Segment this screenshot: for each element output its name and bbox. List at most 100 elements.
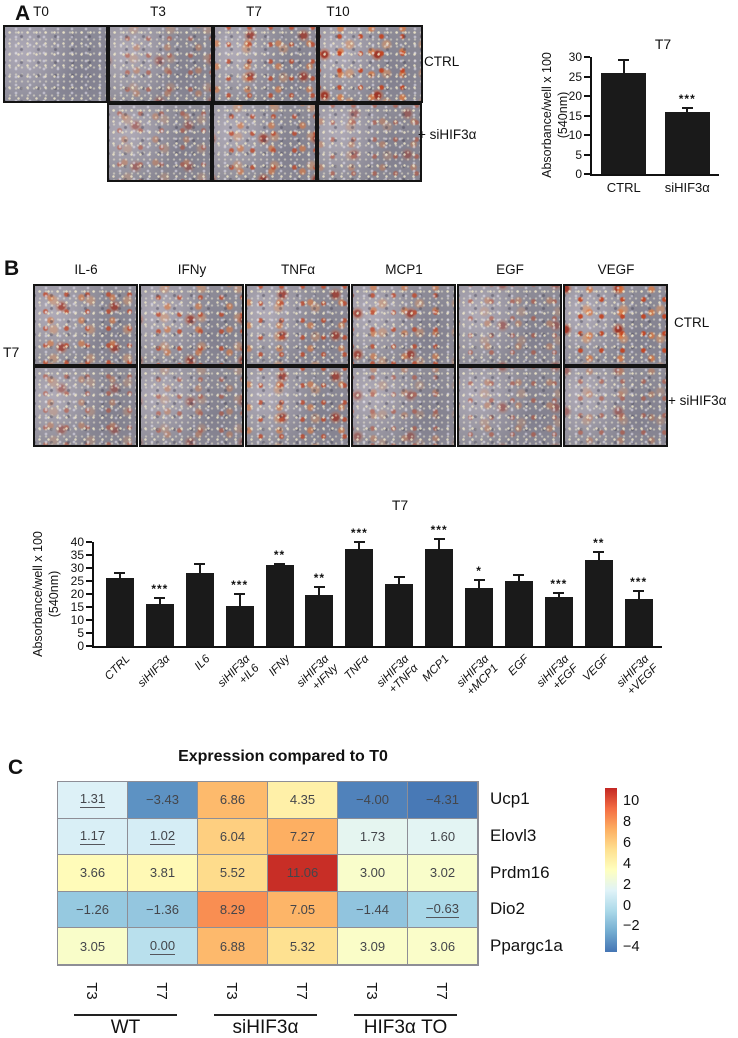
panel-b-label: B — [4, 257, 20, 280]
y-tick-mark — [584, 114, 590, 117]
treatment-label-vegf: VEGF — [597, 262, 635, 277]
treatment-label-egf: EGF — [496, 262, 524, 277]
y-tick-mark — [584, 153, 590, 156]
y-tick-mark — [86, 632, 92, 634]
micrograph — [139, 366, 244, 447]
heatmap-cell: 7.27 — [268, 818, 338, 856]
heatmap-cell: 1.31 — [58, 782, 128, 819]
treatment-label-il6: IL-6 — [74, 262, 98, 277]
micrograph — [3, 25, 108, 103]
colorbar-tick-label: −2 — [623, 918, 640, 935]
chart-bar — [385, 583, 414, 646]
heatmap-cell: 11.06 — [268, 855, 338, 892]
error-bar — [398, 575, 401, 587]
heatmap-row-label: Ucp1 — [490, 789, 530, 809]
y-tick-label: 0 — [77, 639, 84, 653]
heatmap-cell-value: 7.05 — [289, 902, 316, 918]
heatmap-cell-value: 5.32 — [289, 938, 316, 954]
heatmap-cell: 1.17 — [58, 818, 128, 856]
heatmap-cell: 3.66 — [58, 855, 128, 892]
y-tick-label: 15 — [568, 108, 582, 123]
heatmap-row-label: Ppargc1a — [490, 935, 563, 955]
error-bar — [238, 592, 241, 609]
panel-a-micrograph-row-sihif3a — [107, 103, 422, 182]
error-bar-cap — [313, 586, 325, 589]
error-bar — [278, 562, 281, 569]
sig-stars: ** — [593, 536, 605, 551]
y-tick-mark — [86, 541, 92, 543]
y-tick-mark — [584, 56, 590, 58]
heatmap-cell: 3.09 — [338, 928, 408, 965]
micrograph — [245, 284, 350, 366]
heatmap-cell: 5.52 — [198, 855, 268, 892]
heatmap-cell-value: 11.06 — [286, 865, 319, 881]
panel-b-micrograph-row-ctrl — [33, 284, 669, 366]
error-bar — [438, 538, 441, 552]
heatmap-cell-value: 6.04 — [219, 828, 246, 844]
y-tick-label: 10 — [568, 128, 582, 142]
y-tick-label: 15 — [70, 600, 84, 614]
error-bar — [358, 540, 361, 552]
micrograph — [563, 284, 668, 366]
heatmap-cell: 3.02 — [408, 855, 478, 892]
timepoint-label-t7: T7 — [246, 4, 262, 19]
heatmap-cell: 4.35 — [268, 782, 338, 819]
heatmap-row-label: Prdm16 — [490, 862, 550, 882]
y-tick-mark — [86, 554, 92, 556]
chart-bar — [601, 72, 647, 174]
chart-bar — [265, 565, 294, 646]
colorbar-tick-label: 6 — [623, 834, 632, 851]
heatmap-cell-value: 7.27 — [289, 828, 316, 844]
y-tick-label: 30 — [568, 50, 582, 64]
heatmap-cell: 3.06 — [408, 928, 478, 965]
error-bar-cap — [114, 572, 126, 575]
y-tick-label: 35 — [70, 548, 84, 562]
heatmap-cell: 6.86 — [198, 782, 268, 819]
heatmap-cell: 6.88 — [198, 928, 268, 965]
heatmap-col-label: T3 — [223, 982, 240, 1000]
heatmap-cell: 1.73 — [338, 818, 408, 856]
panel-b-chart-title: T7 — [391, 497, 409, 513]
chart-bar — [584, 560, 613, 646]
error-bar-cap — [513, 573, 525, 576]
panel-a-label: A — [15, 2, 31, 25]
error-bar — [478, 578, 481, 591]
sig-stars: ** — [273, 547, 286, 562]
heatmap-cell-value: 5.52 — [219, 865, 246, 881]
error-bar — [597, 551, 600, 564]
group-label: siHIF3α — [232, 1017, 299, 1038]
micrograph — [457, 284, 562, 366]
y-tick-mark — [584, 173, 590, 175]
x-tick-label: CTRL — [606, 180, 641, 195]
heatmap-cell: −4.00 — [338, 782, 408, 819]
y-tick-label: 30 — [70, 561, 84, 575]
heatmap-cell: 3.81 — [128, 855, 198, 892]
expression-heatmap: 1.31 −3.43 6.86 4.35 −4.00 −4.31 1.17 1.02 6.04 7… — [57, 781, 479, 966]
sig-stars: *** — [350, 525, 368, 540]
heatmap-cell: 1.60 — [408, 818, 478, 856]
micrograph — [33, 366, 138, 447]
panel-b-row-label-ctrl: CTRL — [674, 315, 710, 330]
heatmap-cell-value: 3.00 — [359, 865, 386, 881]
error-bar-cap — [633, 590, 645, 593]
heatmap-cell-value: 6.86 — [219, 792, 246, 808]
error-bar — [686, 106, 689, 115]
timepoint-label-t10: T10 — [326, 4, 350, 19]
error-bar-cap — [681, 106, 693, 109]
error-bar — [622, 58, 625, 76]
error-bar-cap — [553, 591, 565, 594]
colorbar-tick-label: 2 — [623, 876, 632, 893]
treatment-label-tnfa: TNFα — [280, 262, 316, 277]
chart-bar — [225, 605, 254, 646]
x-tick-label: siHIF3α +VEGF — [614, 653, 661, 698]
sig-stars: *** — [430, 523, 448, 538]
heatmap-col-label: T7 — [433, 982, 450, 1000]
heatmap-cell-value: 6.88 — [219, 938, 246, 954]
heatmap-cell-value: 1.17 — [79, 827, 106, 845]
heatmap-title: Expression compared to T0 — [178, 748, 388, 765]
heatmap-cell-value: −1.36 — [146, 902, 179, 918]
y-tick-label: 20 — [70, 587, 84, 601]
y-tick-mark — [86, 619, 92, 621]
y-tick-mark — [86, 606, 92, 608]
